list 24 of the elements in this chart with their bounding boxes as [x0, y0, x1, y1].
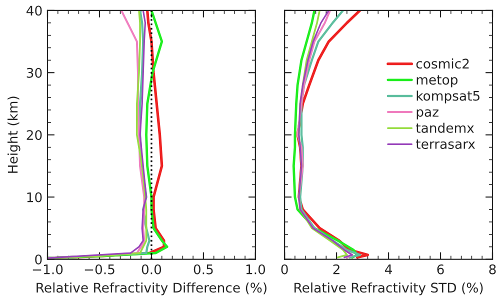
x-tick-label: 4 [384, 264, 392, 274]
y-tick-label: 30 [26, 68, 42, 78]
x-tick-label: 6 [437, 264, 444, 274]
x-tick-label: 0 [281, 264, 288, 274]
x-tick-label: −0.5 [84, 264, 114, 274]
x-tick-label: 2 [333, 264, 340, 274]
x-axis-title: Relative Refractivity STD (%) [294, 282, 483, 296]
y-axis-title: Height (km) [8, 96, 20, 173]
y-tick-label: 10 [27, 192, 42, 202]
x-axis-title: Relative Refractivity Difference (%) [36, 282, 266, 296]
y-tick-label: 40 [26, 6, 42, 16]
x-tick-label: −1.0 [32, 264, 63, 274]
legend-label: paz [416, 109, 438, 120]
y-tick-label: 20 [26, 130, 42, 140]
legend-label: terrasarx [416, 140, 476, 149]
legend-label: metop [416, 75, 458, 88]
legend-label: cosmic2 [416, 58, 469, 69]
y-tick-label: 0 [35, 254, 42, 264]
legend-label: kompsat5 [416, 90, 480, 104]
x-tick-label: 0.0 [142, 264, 162, 274]
legend-label: tandemx [416, 122, 474, 133]
x-tick-label: 0.5 [194, 264, 213, 274]
x-tick-label: 1.0 [246, 264, 266, 274]
x-tick-label: 8 [489, 264, 496, 274]
